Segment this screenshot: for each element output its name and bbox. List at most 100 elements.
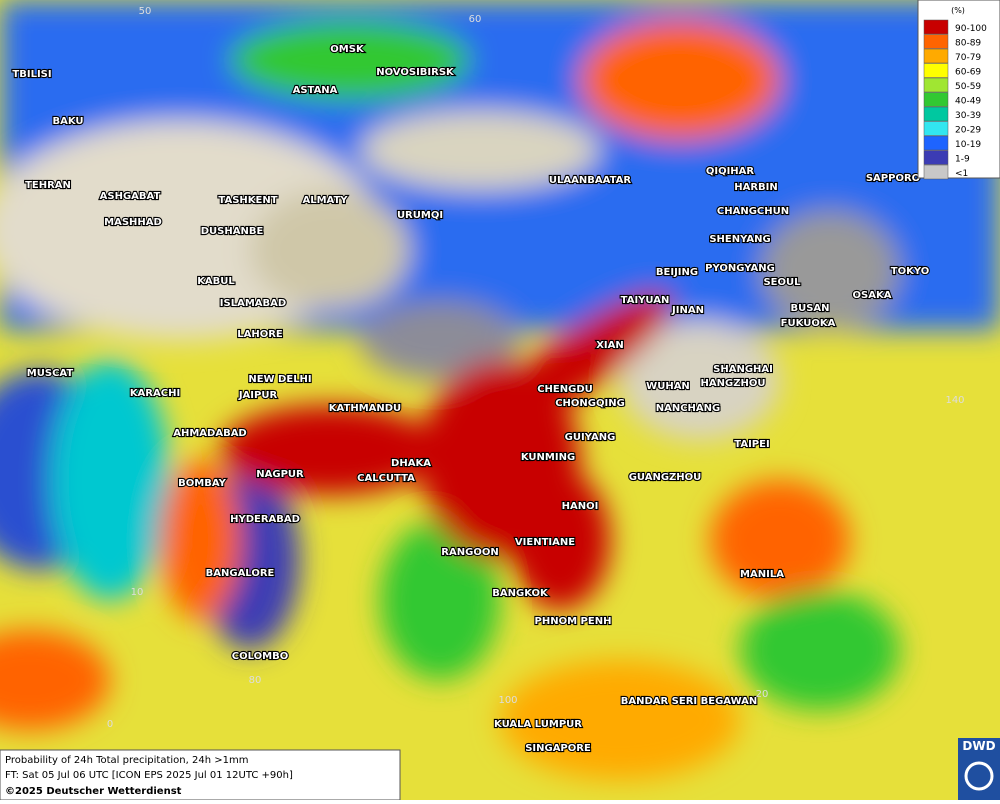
legend-label: 30-39 bbox=[955, 111, 981, 121]
city-label: TAIPEI bbox=[734, 439, 769, 450]
city-label: TAIYUAN bbox=[621, 295, 670, 306]
legend-swatch bbox=[923, 106, 949, 122]
city-label: HANGZHOU bbox=[701, 378, 766, 389]
city-label: BAKU bbox=[52, 116, 83, 127]
city-label: DUSHANBE bbox=[201, 226, 264, 237]
legend-swatch bbox=[923, 92, 949, 107]
footer-line: Probability of 24h Total precipitation, … bbox=[5, 755, 248, 766]
city-label: GUIYANG bbox=[565, 432, 616, 443]
legend-swatch bbox=[923, 135, 949, 151]
legend-label: 10-19 bbox=[955, 140, 981, 150]
city-label: CALCUTTA bbox=[357, 473, 415, 484]
city-label: ASHGABAT bbox=[100, 191, 161, 202]
city-label: SAPPORO bbox=[866, 173, 920, 184]
logo-swirl bbox=[964, 761, 994, 791]
city-label: CHANGCHUN bbox=[717, 206, 789, 217]
city-label: RANGOON bbox=[441, 547, 498, 558]
grid-label: 50 bbox=[139, 6, 152, 17]
legend-label: 60-69 bbox=[955, 68, 981, 78]
legend-swatch bbox=[923, 19, 949, 35]
city-label: ALMATY bbox=[302, 195, 348, 206]
legend-label: 70-79 bbox=[955, 53, 981, 63]
city-label: BANGALORE bbox=[206, 568, 275, 579]
city-label: COLOMBO bbox=[232, 651, 288, 662]
city-label: KATHMANDU bbox=[329, 403, 401, 414]
legend-label: 50-59 bbox=[955, 82, 981, 92]
city-label: KUNMING bbox=[521, 452, 575, 463]
legend: (%) 90-100 80-89 70-79 60-69 50-59 40-49 30-39 2… bbox=[917, 0, 1000, 180]
city-label: CHONGQING bbox=[555, 398, 625, 409]
city-label: JAIPUR bbox=[238, 390, 278, 401]
city-label: HARBIN bbox=[734, 182, 778, 193]
grid-label: 60 bbox=[469, 14, 482, 25]
city-label: OSAKA bbox=[853, 290, 892, 301]
city-label: NANCHANG bbox=[656, 403, 721, 414]
city-label: XIAN bbox=[596, 340, 624, 351]
city-label: QIQIHAR bbox=[706, 166, 755, 177]
city-label: ISLAMABAD bbox=[220, 298, 286, 309]
grid-label: 20 bbox=[756, 689, 769, 700]
map-labels: OMSK NOVOSIBIRSK ASTANA TBILISI BAKU TEHRAN AS… bbox=[11, 6, 964, 755]
city-label: KUALA LUMPUR bbox=[494, 719, 582, 730]
city-label: BANGKOK bbox=[492, 588, 549, 599]
city-label: DHAKA bbox=[391, 458, 431, 469]
legend-label: <1 bbox=[955, 169, 968, 179]
legend-swatch bbox=[923, 48, 949, 64]
city-label: PHNOM PENH bbox=[535, 616, 612, 627]
city-label: SEOUL bbox=[763, 277, 801, 288]
legend-title: (%) bbox=[951, 6, 965, 15]
city-label: SHENYANG bbox=[709, 234, 770, 245]
city-label: URUMQI bbox=[397, 210, 443, 221]
city-label: BANDAR SERI BEGAWAN bbox=[621, 696, 758, 707]
city-label: GUANGZHOU bbox=[629, 472, 702, 483]
city-label: CHENGDU bbox=[537, 384, 593, 395]
city-label: AHMADABAD bbox=[173, 428, 247, 439]
legend-swatch bbox=[923, 150, 949, 165]
legend-label: 1-9 bbox=[955, 155, 970, 165]
city-label: PYONGYANG bbox=[705, 263, 775, 274]
city-label: SINGAPORE bbox=[525, 743, 591, 754]
city-label: BOMBAY bbox=[178, 478, 226, 489]
city-label: MANILA bbox=[740, 569, 784, 580]
footer-line: FT: Sat 05 Jul 06 UTC [ICON EPS 2025 Jul… bbox=[5, 770, 293, 781]
city-label: JINAN bbox=[671, 305, 704, 316]
legend-swatch bbox=[923, 34, 949, 49]
legend-swatch bbox=[923, 121, 949, 136]
city-label: TASHKENT bbox=[218, 195, 277, 206]
grid-label: 140 bbox=[945, 395, 964, 406]
city-label: TBILISI bbox=[12, 69, 51, 80]
grid-label: 0 bbox=[107, 719, 113, 730]
city-label: HYDERABAD bbox=[230, 514, 300, 525]
legend-label: 40-49 bbox=[955, 97, 981, 107]
city-label: NOVOSIBIRSK bbox=[376, 67, 455, 78]
city-label: MUSCAT bbox=[27, 368, 74, 379]
city-label: BUSAN bbox=[790, 303, 829, 314]
city-label: SHANGHAI bbox=[713, 364, 773, 375]
city-label: KARACHI bbox=[130, 388, 180, 399]
city-label: TOKYO bbox=[891, 266, 929, 277]
logo: DWD bbox=[962, 739, 995, 753]
city-label: WUHAN bbox=[646, 381, 690, 392]
footer-line: ©2025 Deutscher Wetterdienst bbox=[5, 786, 182, 797]
city-label: MASHHAD bbox=[104, 217, 162, 228]
city-label: NAGPUR bbox=[256, 469, 304, 480]
grid-label: 10 bbox=[131, 587, 144, 598]
legend-label: 80-89 bbox=[955, 39, 981, 49]
grid-label: 80 bbox=[249, 675, 262, 686]
legend-label: 20-29 bbox=[955, 126, 981, 136]
city-label: KABUL bbox=[197, 276, 235, 287]
city-label: LAHORE bbox=[237, 329, 283, 340]
city-label: HANOI bbox=[562, 501, 599, 512]
city-label: BEIJING bbox=[656, 267, 698, 278]
city-label: FUKUOKA bbox=[781, 318, 836, 329]
legend-label: 90-100 bbox=[955, 24, 987, 34]
city-label: VIENTIANE bbox=[515, 537, 575, 548]
city-label: NEW DELHI bbox=[248, 374, 311, 385]
city-label: TEHRAN bbox=[25, 180, 71, 191]
city-label: ASTANA bbox=[293, 85, 338, 96]
legend-swatch bbox=[923, 63, 949, 78]
legend-swatch bbox=[923, 164, 949, 180]
legend-swatch bbox=[923, 77, 949, 93]
